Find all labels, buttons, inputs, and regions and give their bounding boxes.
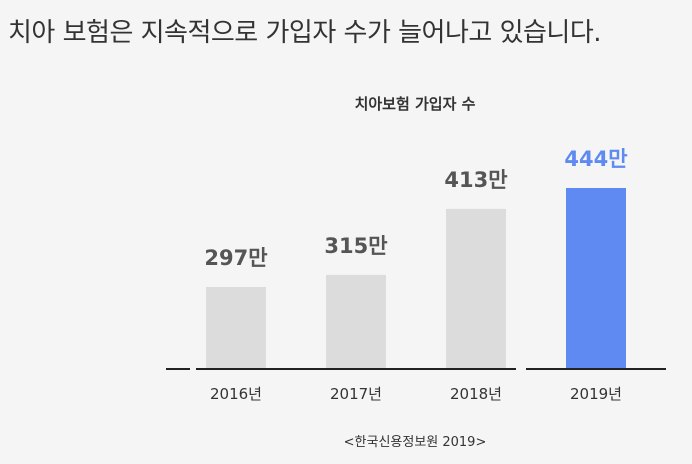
source-note: <한국신용정보원 2019> (344, 435, 487, 450)
headline: 치아 보험은 지속적으로 가입자 수가 늘어나고 있습니다. (8, 18, 602, 48)
value-label-2016년: 297만 (204, 246, 267, 270)
tick-label-2017년: 2017년 (330, 385, 382, 403)
bar-2016년 (206, 287, 266, 369)
bars-group: 297만 315만 413만 444만 (204, 147, 628, 369)
tick-label-2018년: 2018년 (450, 385, 502, 403)
x-axis: 2016년 2017년 2018년 2019년 (166, 368, 666, 403)
value-label-2019년: 444만 (564, 147, 627, 171)
bar-2017년 (326, 274, 386, 369)
value-label-2017년: 315만 (324, 234, 387, 258)
tick-label-2019년: 2019년 (570, 385, 622, 403)
tick-label-2016년: 2016년 (210, 385, 262, 403)
bar-2018년 (446, 208, 506, 369)
value-label-2018년: 413만 (444, 168, 507, 192)
bar-2019년 (566, 188, 626, 369)
chart-title: 치아보험 가입자 수 (355, 95, 476, 113)
